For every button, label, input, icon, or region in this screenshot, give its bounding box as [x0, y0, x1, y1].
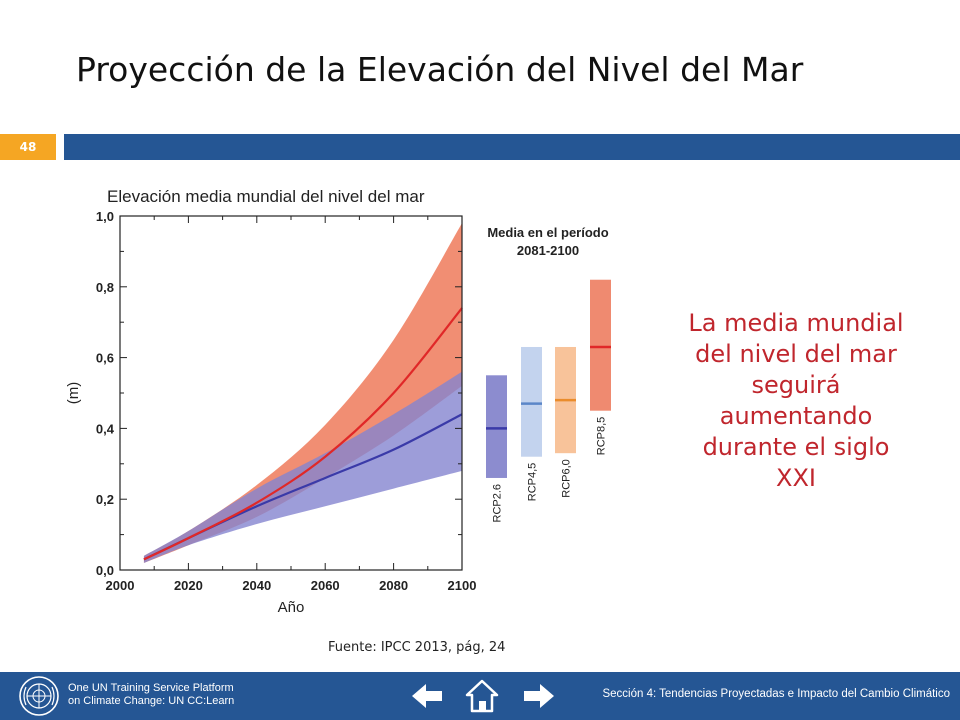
band-rcp85 [143, 223, 462, 563]
period-title-line-1: Media en el período [487, 225, 608, 240]
callout-text: La media mundial del nivel del mar segui… [688, 309, 904, 492]
x-tick-label: 2080 [379, 578, 408, 593]
arrow-right-icon[interactable] [520, 677, 556, 715]
x-tick-label: 2040 [242, 578, 271, 593]
un-emblem-icon [19, 676, 59, 716]
section-label: Sección 4: Tendencias Proyectadas e Impa… [602, 688, 950, 700]
period-bar-rcp60-label: RCP6,0 [561, 459, 573, 498]
period-title-line-2: 2081-2100 [517, 243, 579, 258]
source-citation: Fuente: IPCC 2013, pág, 24 [328, 640, 506, 655]
period-bar-rcp26 [486, 375, 507, 478]
arrow-left-icon[interactable] [410, 677, 446, 715]
platform-line-2: on Climate Change: UN CC:Learn [68, 695, 235, 707]
y-tick-label: 0,0 [96, 563, 114, 578]
platform-name: One UN Training Service Platform on Clim… [68, 682, 234, 708]
home-icon[interactable] [464, 677, 500, 715]
header-bar [64, 134, 960, 160]
line-rcp85 [143, 307, 463, 561]
y-tick-label: 0,4 [96, 421, 115, 436]
period-bar-rcp85-label: RCP8,5 [596, 417, 608, 456]
slide-number-tab [0, 134, 56, 160]
slide-title: Proyección de la Elevación del Nivel del… [76, 50, 804, 89]
chart-title: Elevación media mundial del nivel del ma… [107, 187, 425, 206]
x-tick-label: 2000 [106, 578, 135, 593]
slide-number: 48 [19, 140, 37, 154]
period-bar-rcp45-label: RCP4,5 [527, 463, 539, 502]
y-tick-label: 0,6 [96, 351, 114, 366]
x-tick-label: 2100 [448, 578, 477, 593]
band-rcp26 [143, 371, 462, 563]
y-axis-label: (m) [65, 382, 82, 405]
period-bar-rcp26-label: RCP2.6 [492, 484, 504, 523]
y-tick-label: 0,8 [96, 280, 114, 295]
x-axis-label: Año [278, 599, 305, 616]
y-tick-label: 0,2 [96, 492, 114, 507]
x-tick-label: 2060 [311, 578, 340, 593]
sea-level-chart: Elevación media mundial del nivel del ma… [65, 187, 611, 616]
y-tick-label: 1,0 [96, 209, 114, 224]
platform-line-1: One UN Training Service Platform [68, 682, 234, 694]
x-tick-label: 2020 [174, 578, 203, 593]
period-bar-rcp85 [590, 279, 611, 411]
period-bar-rcp45 [521, 346, 542, 457]
